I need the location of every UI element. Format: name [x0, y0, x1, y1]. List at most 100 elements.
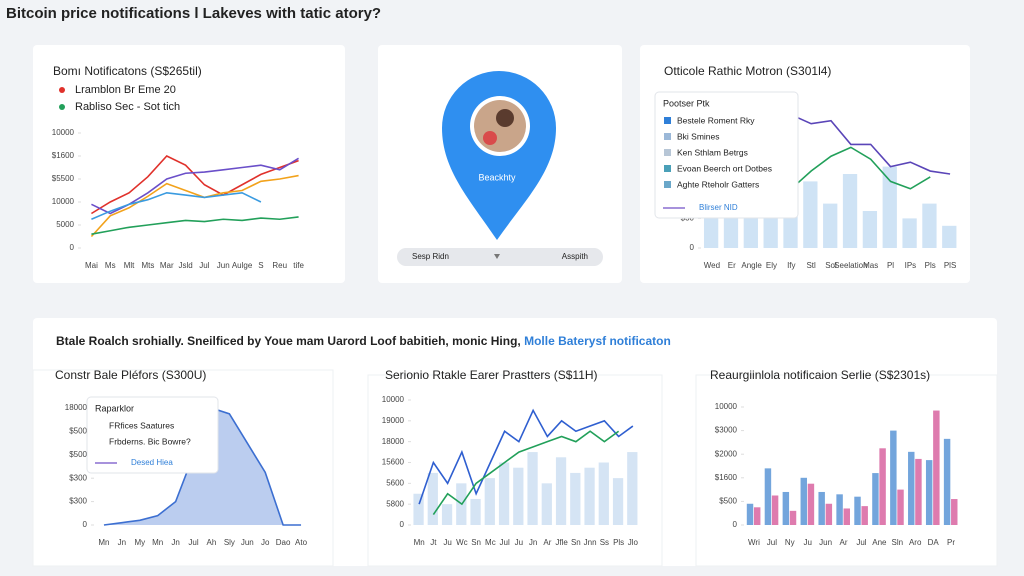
tooltip-item: Ken Sthlam Betrgs	[677, 147, 748, 157]
chart-title: Reaurgiinlola notificaion Serlie (S$2301…	[710, 368, 930, 382]
photo	[483, 131, 497, 145]
x-tick-label: PlS	[944, 261, 956, 270]
x-tick-label: Ar	[840, 538, 848, 547]
x-tick-label: Ah	[207, 538, 217, 547]
tooltip-title: Pootser Ptk	[663, 98, 710, 108]
y-tick-label: 18000	[65, 403, 88, 412]
bar	[427, 472, 438, 525]
x-tick-label: Jo	[261, 538, 270, 547]
line	[90, 174, 299, 238]
bar	[862, 211, 878, 248]
x-tick-label: Pl	[887, 261, 894, 270]
bar	[789, 510, 797, 525]
x-tick-label: Ely	[766, 261, 777, 270]
y-tick-label: $500	[69, 450, 87, 459]
line	[91, 191, 262, 220]
chart-title: Otticole Rathic Motron (S301l4)	[664, 64, 831, 78]
x-tick-label: Jsld	[178, 261, 192, 270]
x-tick-label: Ify	[787, 261, 795, 270]
y-tick-label: 0	[400, 520, 405, 529]
y-tick-label: $2000	[715, 449, 738, 458]
legend-label: Lramblon Br Eme 20	[75, 84, 176, 96]
search-bar[interactable]	[397, 248, 603, 266]
x-tick-label: Jul	[199, 261, 209, 270]
y-tick-label: 5000	[56, 220, 74, 229]
tooltip-item: FRfices Saatures	[109, 420, 174, 430]
x-tick-label: Ju	[443, 538, 451, 547]
tooltip-title: Raparklor	[95, 403, 134, 413]
x-tick-label: Mn	[98, 538, 109, 547]
x-tick-label: Ss	[600, 538, 609, 547]
bar	[882, 166, 897, 248]
x-tick-label: Ju	[515, 538, 523, 547]
bar	[942, 225, 957, 248]
card	[33, 45, 345, 283]
tooltip-swatch	[96, 422, 103, 429]
tooltip	[86, 396, 219, 474]
y-tick-label: 10000	[52, 128, 75, 137]
y-tick-label: $300	[69, 473, 87, 482]
page-title: Bitcoin price notifications l Lakeves wi…	[6, 5, 381, 22]
x-tick-label: Wri	[748, 538, 760, 547]
y-tick-label: $300	[69, 497, 87, 506]
pin-label: Beackhty	[478, 172, 516, 182]
x-tick-label: Mar	[160, 261, 174, 270]
x-tick-label: Wed	[704, 261, 720, 270]
photo	[496, 109, 514, 127]
x-tick-label: Wc	[456, 538, 468, 547]
x-tick-label: Stl	[806, 261, 816, 270]
bar	[818, 491, 825, 525]
x-tick-label: Jul	[767, 538, 777, 547]
x-tick-label: Jun	[217, 261, 230, 270]
y-tick-label: 0	[733, 520, 738, 529]
bar	[498, 462, 510, 525]
bar	[908, 451, 915, 525]
bar	[800, 477, 807, 525]
bar	[861, 506, 868, 525]
y-tick-label: $5500	[52, 174, 75, 183]
bar	[854, 496, 861, 525]
bar	[842, 174, 858, 248]
x-tick-label: tife	[293, 261, 304, 270]
x-tick-label: Ms	[105, 261, 116, 270]
bar	[598, 462, 609, 525]
y-tick-label: 10000	[715, 402, 738, 411]
bar	[743, 211, 758, 248]
x-tick-label: Jul	[856, 538, 866, 547]
tooltip-item: Bestele Roment Rky	[677, 115, 755, 125]
y-tick-label: 0	[70, 243, 75, 252]
y-tick-label: 10000	[382, 395, 405, 404]
legend-label: Rabliso Sec - Sot tich	[75, 101, 180, 113]
y-tick-label: 0	[83, 520, 88, 529]
y-tick-label: 18000	[382, 437, 405, 446]
bar	[922, 203, 937, 248]
line	[432, 430, 620, 516]
line	[790, 146, 931, 190]
x-tick-label: Mn	[414, 538, 425, 547]
bar	[782, 491, 790, 525]
tooltip-swatch	[664, 149, 671, 156]
x-tick-label: Dao	[276, 538, 291, 547]
bar	[890, 430, 897, 525]
tooltip-foot: Desed Hiea	[131, 458, 173, 467]
bar	[943, 438, 951, 525]
x-tick-label: Mlt	[124, 261, 135, 270]
bar	[803, 181, 818, 248]
x-tick-label: Mai	[85, 261, 98, 270]
x-tick-label: Ju	[803, 538, 811, 547]
x-tick-label: Jfle	[555, 538, 568, 547]
x-tick-label: Pr	[947, 538, 955, 547]
bar	[413, 493, 424, 525]
x-tick-label: Ato	[295, 538, 308, 547]
line	[418, 408, 634, 505]
legend-swatch	[59, 87, 65, 93]
y-tick-label: $1600	[52, 151, 75, 160]
x-tick-label: Jn	[529, 538, 537, 547]
photo	[474, 100, 526, 152]
x-tick-label: Mas	[863, 261, 878, 270]
x-tick-label: Sly	[224, 538, 235, 547]
bar	[951, 499, 958, 525]
x-tick-label: Jn	[171, 538, 179, 547]
x-tick-label: Ar	[543, 538, 551, 547]
